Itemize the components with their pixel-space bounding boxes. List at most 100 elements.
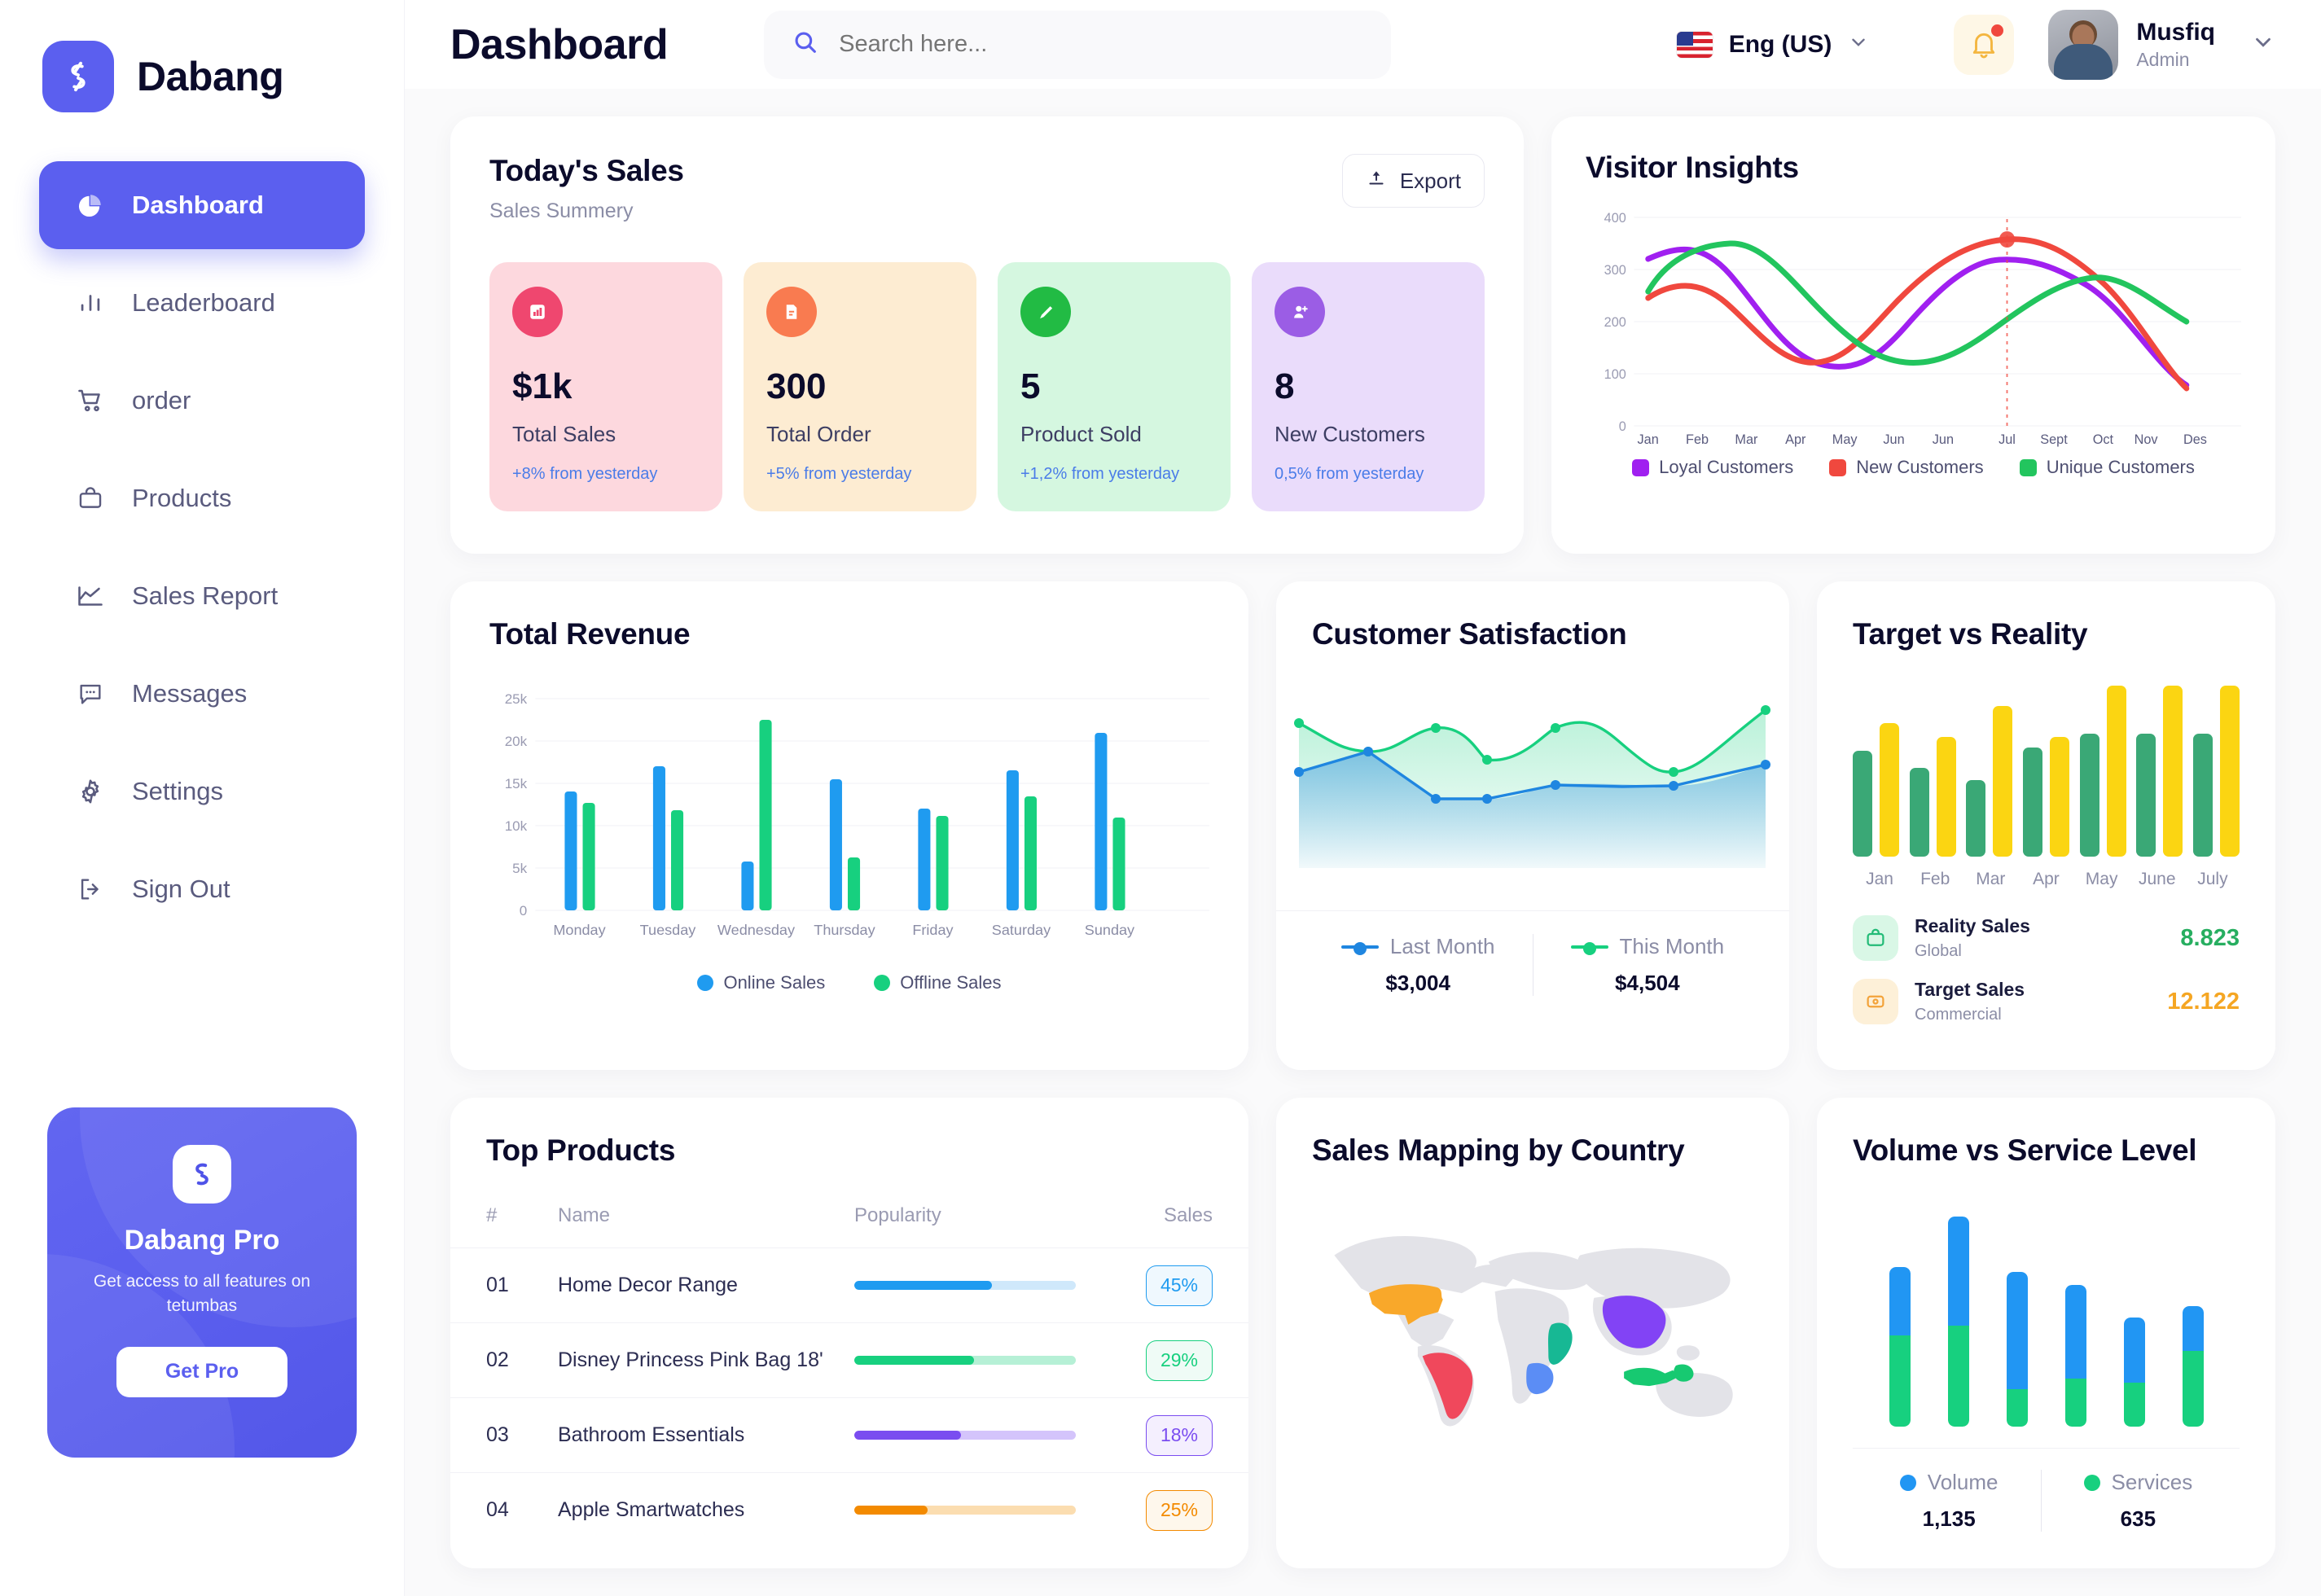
shopping-cart-icon [73, 384, 107, 418]
legend-label: Unique Customers [2046, 457, 2195, 477]
legend-item: New Customers [1829, 457, 1984, 478]
popularity-bar [854, 1281, 1123, 1290]
page-title: Dashboard [450, 20, 669, 68]
pie-chart-icon [73, 188, 107, 222]
user-menu-chevron-down-icon[interactable] [2251, 30, 2275, 59]
stacked-bar [2182, 1305, 2204, 1427]
brand-name: Dabang [137, 54, 284, 99]
stat-label: Total Sales [512, 422, 616, 446]
sidebar-nav: Dashboard Leaderboard order [0, 161, 404, 933]
stat-value: 8 [1275, 366, 1295, 406]
sales-badge: 29% [1146, 1340, 1213, 1381]
country-saudi [1548, 1322, 1573, 1365]
chat-bubble-icon [73, 677, 107, 711]
sidebar-item-label: Dashboard [132, 191, 264, 219]
stat-delta: +1,2% from yesterday [1020, 465, 1180, 483]
export-button[interactable]: Export [1341, 154, 1485, 208]
sidebar-item-leaderboard[interactable]: Leaderboard [39, 259, 365, 347]
stat-delta: +8% from yesterday [512, 465, 658, 483]
card-subtitle: Sales Summery [489, 200, 634, 222]
stacked-bar [1947, 1217, 1969, 1427]
country-usa [1368, 1284, 1443, 1325]
sidebar-item-settings[interactable]: Settings [39, 748, 365, 835]
table-row[interactable]: 03 Bathroom Essentials 18% [450, 1397, 1248, 1472]
summary-value: 12.122 [2167, 988, 2240, 1015]
sidebar-item-sign-out[interactable]: Sign Out [39, 845, 365, 933]
stat-card-total-sales[interactable]: $1k Total Sales +8% from yesterday [489, 262, 722, 511]
notification-badge [1991, 24, 2004, 37]
stacked-bar [2064, 1285, 2086, 1427]
sidebar-item-label: Leaderboard [132, 288, 275, 317]
svg-text:Des: Des [2183, 432, 2207, 447]
svg-text:Jan: Jan [1638, 432, 1659, 447]
bell-icon [1973, 33, 1995, 58]
legend-item: Offline Sales [874, 972, 1002, 993]
sidebar-item-sales-report[interactable]: Sales Report [39, 552, 365, 640]
svg-text:Wednesday: Wednesday [717, 922, 795, 938]
table-row[interactable]: 01 Home Decor Range 45% [450, 1247, 1248, 1322]
table-row[interactable]: 02 Disney Princess Pink Bag 18' 29% [450, 1322, 1248, 1397]
table-row[interactable]: 04 Apple Smartwatches 25% [450, 1472, 1248, 1547]
search-input[interactable] [839, 31, 1364, 58]
user-plus-icon [1275, 287, 1325, 337]
row-1: Today's Sales Sales Summery Export [450, 116, 2275, 554]
x-tick-label: Feb [1920, 870, 1950, 888]
main-area: Dashboard Eng (US) [405, 0, 2321, 1596]
get-pro-button[interactable]: Get Pro [116, 1346, 287, 1397]
upload-icon [1366, 168, 1387, 195]
x-tick-label: Mar [1976, 870, 2006, 888]
legend-label: Offline Sales [900, 972, 1002, 993]
legend-swatch [1570, 941, 1608, 955]
top-bar: Dashboard Eng (US) [405, 0, 2321, 89]
stat-value: 5 [1020, 366, 1041, 406]
legend-swatch [2083, 1474, 2100, 1491]
total-revenue-chart: 25k 20k 15k 10k 5k 0 [489, 682, 1209, 951]
legend-label: Last Month [1389, 934, 1495, 958]
legend-swatch [874, 975, 891, 991]
product-name: Bathroom Essentials [558, 1423, 745, 1446]
sidebar-item-label: Sign Out [132, 875, 230, 903]
language-selector[interactable]: Eng (US) [1676, 31, 1870, 59]
svg-text:May: May [1832, 432, 1858, 447]
card-title: Total Revenue [489, 617, 691, 651]
avatar[interactable] [2048, 9, 2119, 80]
card-title: Visitor Insights [1586, 151, 1799, 184]
user-meta: Musfiq Admin [2136, 17, 2215, 71]
sidebar-item-order[interactable]: order [39, 357, 365, 445]
svg-text:Thursday: Thursday [814, 922, 875, 938]
todays-sales-card: Today's Sales Sales Summery Export [450, 116, 1524, 554]
sidebar-item-messages[interactable]: Messages [39, 650, 365, 738]
sidebar-item-products[interactable]: Products [39, 454, 365, 542]
product-name: Disney Princess Pink Bag 18' [558, 1348, 823, 1371]
x-tick-label: July [2197, 870, 2228, 888]
bar-group [1966, 686, 2013, 857]
target-vs-reality-card: Target vs Reality Jan Feb Mar [1817, 581, 2275, 1070]
stat-card-new-customers[interactable]: 8 New Customers 0,5% from yesterday [1252, 262, 1485, 511]
svg-text:Jun: Jun [1933, 432, 1954, 447]
legend-item-last-month: Last Month $3,004 [1304, 934, 1533, 996]
legend-label: Loyal Customers [1659, 457, 1794, 477]
brand[interactable]: Dabang [0, 0, 404, 112]
stat-delta: 0,5% from yesterday [1275, 465, 1424, 483]
line-chart-icon [73, 579, 107, 613]
sidebar-item-dashboard[interactable]: Dashboard [39, 161, 365, 249]
stat-card-total-order[interactable]: 300 Total Order +5% from yesterday [744, 262, 976, 511]
notifications-button[interactable] [1954, 14, 2015, 75]
card-title: Target vs Reality [1853, 617, 2088, 651]
search-box[interactable] [764, 10, 1392, 79]
card-title: Top Products [486, 1133, 676, 1167]
summary-sub: Commercial [1915, 1006, 2002, 1024]
stat-value: 300 [766, 366, 827, 406]
ticket-icon [1853, 979, 1898, 1024]
summary-name: Target Sales [1915, 979, 2025, 1000]
search-icon [792, 28, 819, 60]
svg-text:Mar: Mar [1735, 432, 1757, 447]
legend-label: This Month [1619, 934, 1725, 958]
volume-vs-service-chart [1853, 1199, 2240, 1427]
total-revenue-card: Total Revenue [450, 581, 1248, 1070]
stat-card-product-sold[interactable]: 5 Product Sold +1,2% from yesterday [998, 262, 1231, 511]
top-bar-right: Eng (US) Musfiq Admin [1676, 9, 2275, 80]
volume-vs-service-card: Volume vs Service Level [1817, 1098, 2275, 1568]
svg-text:Oct: Oct [2093, 432, 2114, 447]
